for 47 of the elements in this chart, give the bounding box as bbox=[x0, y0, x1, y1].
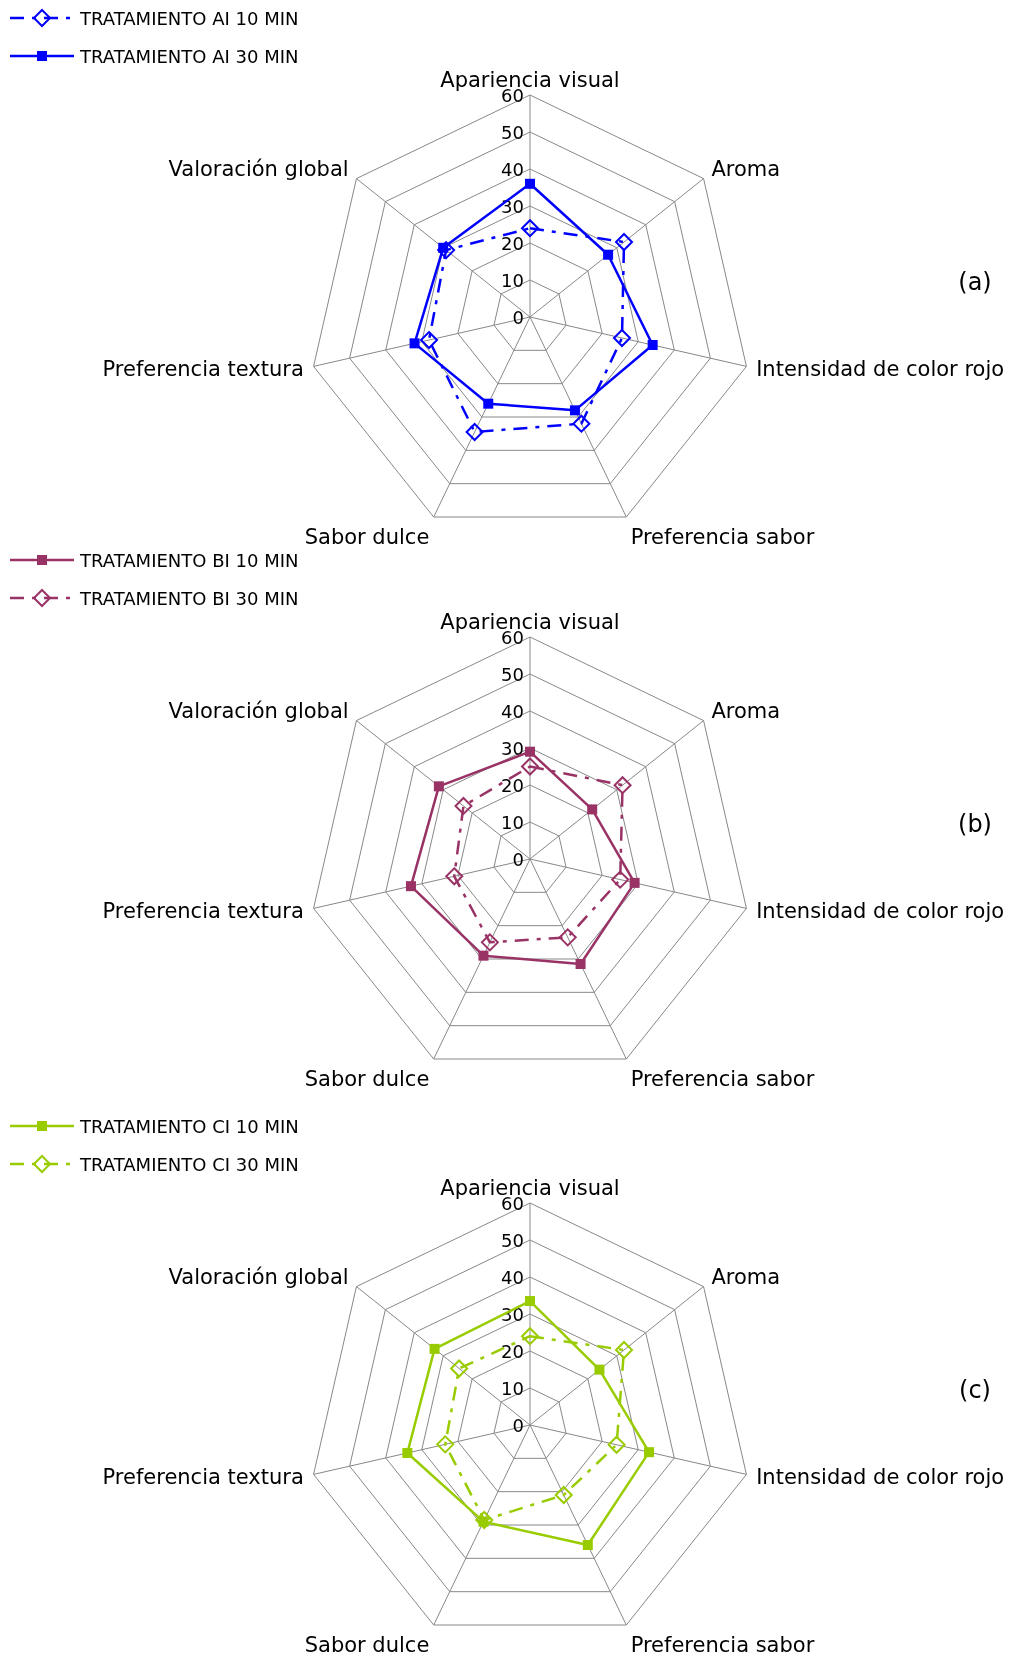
y-tick-label: 0 bbox=[512, 849, 524, 870]
legend-label: TRATAMIENTO BI 30 MIN bbox=[79, 588, 299, 609]
spoke-label: Intensidad de color rojo bbox=[756, 356, 1005, 381]
spoke-label: Preferencia sabor bbox=[630, 1066, 815, 1091]
y-tick-label: 0 bbox=[512, 1415, 524, 1436]
spoke-label: Preferencia textura bbox=[102, 898, 304, 923]
y-tick-label: 40 bbox=[501, 701, 524, 722]
legend-label: TRATAMIENTO AI 30 MIN bbox=[79, 46, 299, 67]
spoke-label: Aroma bbox=[711, 156, 781, 181]
y-tick-label: 10 bbox=[501, 270, 524, 291]
spoke-label: Sabor dulce bbox=[304, 1632, 430, 1654]
y-tick-label: 20 bbox=[501, 233, 524, 254]
spoke-label: Sabor dulce bbox=[304, 524, 430, 549]
spoke-label: Valoración global bbox=[168, 698, 349, 723]
legend-label: TRATAMIENTO CI 10 MIN bbox=[79, 1116, 299, 1137]
y-tick-label: 20 bbox=[501, 775, 524, 796]
spoke-label: Intensidad de color rojo bbox=[756, 898, 1005, 923]
y-tick-label: 30 bbox=[501, 738, 524, 759]
spoke-label: Aroma bbox=[711, 698, 781, 723]
legend-label: TRATAMIENTO AI 10 MIN bbox=[79, 8, 299, 29]
text: (b) bbox=[958, 810, 992, 838]
y-tick-label: 50 bbox=[501, 122, 524, 143]
y-tick-label: 50 bbox=[501, 664, 524, 685]
y-tick-label: 20 bbox=[501, 1341, 524, 1362]
spoke-label: Preferencia textura bbox=[102, 356, 304, 381]
y-tick-label: 40 bbox=[501, 1267, 524, 1288]
legend-label: TRATAMIENTO CI 30 MIN bbox=[79, 1154, 299, 1175]
spoke-label: Preferencia sabor bbox=[630, 1632, 815, 1654]
y-tick-label: 40 bbox=[501, 159, 524, 180]
spoke-label: Apariencia visual bbox=[440, 610, 620, 634]
y-tick-label: 50 bbox=[501, 1230, 524, 1251]
text: (a) bbox=[958, 268, 992, 296]
y-tick-label: 30 bbox=[501, 196, 524, 217]
spoke-label: Aroma bbox=[711, 1264, 781, 1289]
y-tick-label: 10 bbox=[501, 1378, 524, 1399]
spoke-label: Apariencia visual bbox=[440, 68, 620, 92]
spoke-label: Valoración global bbox=[168, 156, 349, 181]
y-tick-label: 0 bbox=[512, 307, 524, 328]
text: (c) bbox=[959, 1376, 991, 1404]
spoke-label: Intensidad de color rojo bbox=[756, 1464, 1005, 1489]
legend-label: TRATAMIENTO BI 10 MIN bbox=[79, 550, 299, 571]
spoke-label: Apariencia visual bbox=[440, 1176, 620, 1200]
spoke-label: Valoración global bbox=[168, 1264, 349, 1289]
spoke-label: Preferencia textura bbox=[102, 1464, 304, 1489]
y-tick-label: 10 bbox=[501, 812, 524, 833]
spoke-label: Preferencia sabor bbox=[630, 524, 815, 549]
spoke-label: Sabor dulce bbox=[304, 1066, 430, 1091]
